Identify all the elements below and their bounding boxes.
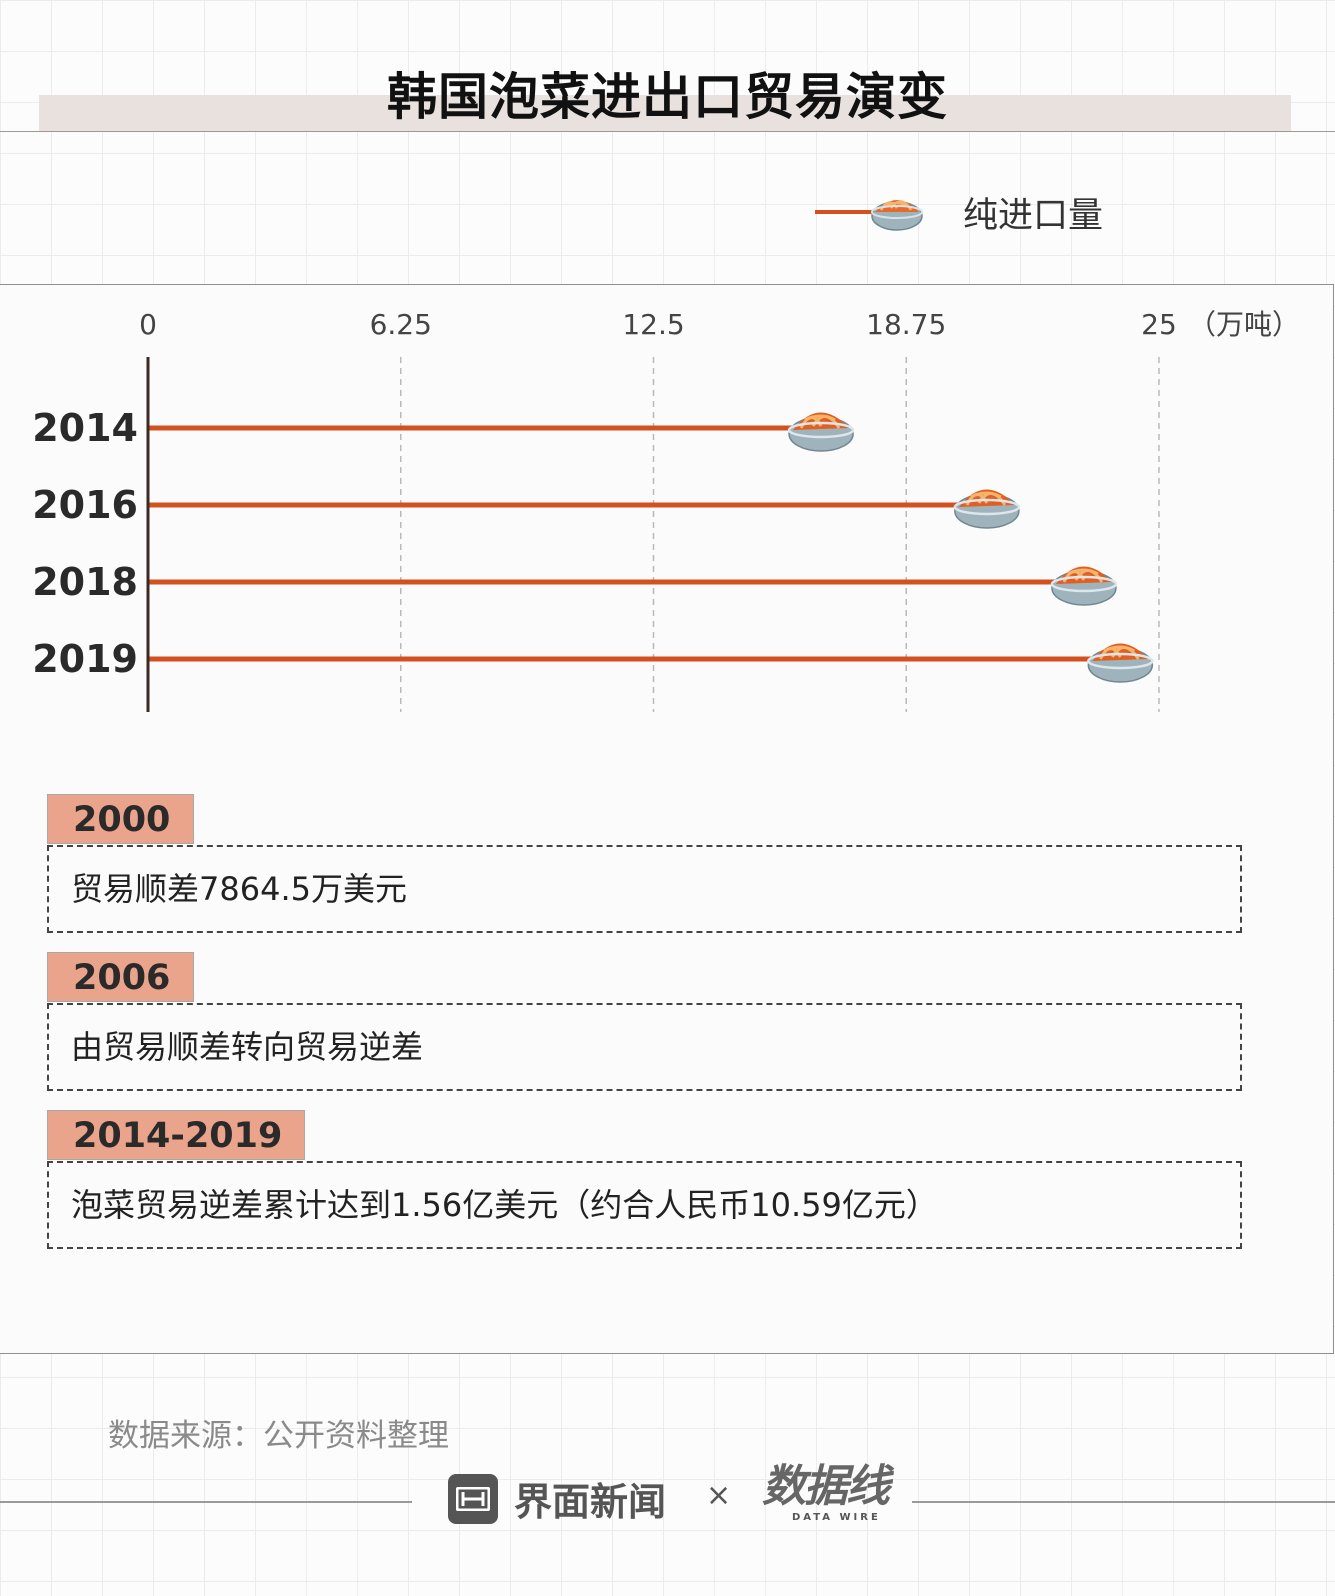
datawire-sub: DATA WIRE (792, 1512, 881, 1523)
kimchi-bowl-icon (1050, 566, 1118, 606)
datawire-logo: 数据线 DATA WIRE (762, 1461, 890, 1524)
legend: 纯进口量 (815, 186, 1103, 238)
kimchi-bowl-icon (953, 489, 1021, 529)
note-year-tag: 2006 (47, 952, 194, 1002)
title-band (39, 95, 1291, 131)
note-text-box: 泡菜贸易逆差累计达到1.56亿美元（约合人民币10.59亿元） (47, 1161, 1242, 1249)
y-category-label: 2019 (32, 637, 138, 681)
x-tick-label: 25 (1141, 308, 1177, 341)
note-text-box: 由贸易顺差转向贸易逆差 (47, 1003, 1242, 1091)
jiemian-logo: 界面新闻 (448, 1471, 666, 1526)
kimchi-bowl-icon (871, 200, 923, 231)
footer-rule-left (0, 1501, 412, 1503)
times-sign: × (706, 1478, 732, 1513)
title-underline (0, 131, 1335, 132)
legend-line (815, 210, 885, 214)
datawire-name: 数据线 (762, 1461, 890, 1512)
jiemian-name: 界面新闻 (514, 1480, 667, 1524)
footer-rule-right (912, 1501, 1335, 1503)
legend-label: 纯进口量 (963, 195, 1104, 236)
kimchi-bowl-icon (1087, 643, 1154, 683)
x-tick-label: 6.25 (370, 308, 432, 341)
y-category-label: 2016 (32, 483, 138, 527)
kimchi-bowl-icon (787, 412, 855, 452)
x-tick-label: 0 (139, 308, 157, 341)
note-year-tag: 2000 (47, 794, 194, 844)
x-unit-label: （万吨） (1188, 308, 1300, 341)
source-note: 数据来源：公开资料整理 (108, 1418, 449, 1454)
bar-chart: 0 6.25 12.5 18.75 25 （万吨） 2014 2016 2018 2019 (32, 308, 1300, 712)
x-tick-label: 18.75 (866, 308, 946, 341)
jiemian-icon (448, 1473, 498, 1524)
note-text-box: 贸易顺差7864.5万美元 (47, 845, 1242, 933)
x-tick-label: 12.5 (622, 308, 684, 341)
note-year-tag: 2014-2019 (47, 1110, 305, 1160)
y-category-label: 2014 (32, 406, 138, 450)
y-category-label: 2018 (32, 560, 138, 604)
chart-title: 韩国泡菜进出口贸易演变 (387, 68, 948, 126)
